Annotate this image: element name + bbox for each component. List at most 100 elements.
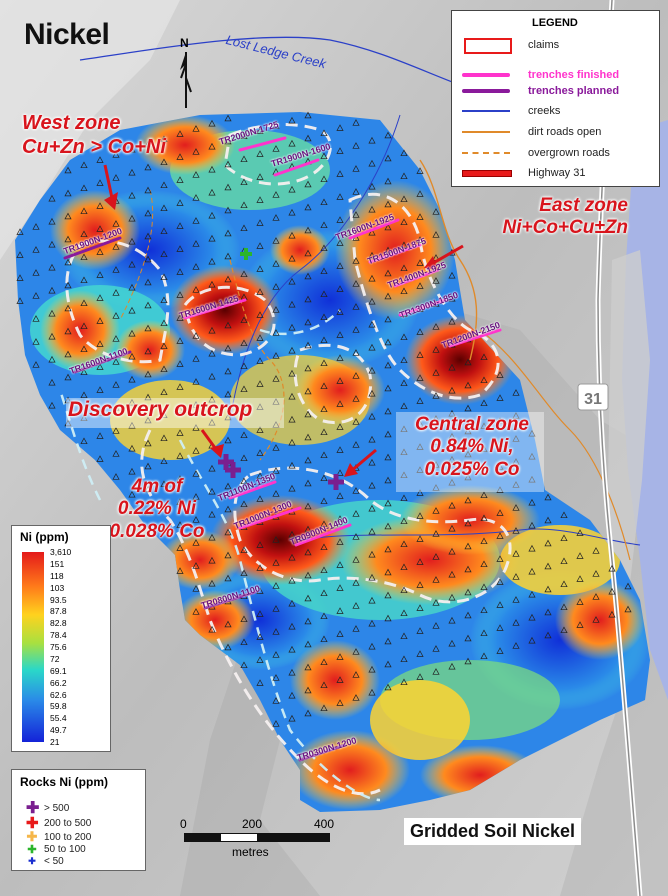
sample-point-icon	[560, 626, 568, 634]
sample-point-icon	[576, 621, 584, 628]
sample-point-icon	[304, 709, 312, 717]
sample-point-icon	[144, 209, 152, 217]
sample-point-icon	[416, 466, 424, 473]
sample-point-icon	[304, 364, 312, 372]
sample-point-icon	[144, 324, 152, 332]
sample-point-icon	[176, 429, 184, 436]
ni-scale-value: 49.7	[50, 725, 67, 736]
sample-point-icon	[480, 376, 488, 384]
sample-point-icon	[96, 409, 104, 416]
sample-point-icon	[272, 559, 280, 566]
sample-point-icon	[320, 290, 328, 298]
sample-point-icon	[544, 585, 552, 593]
sample-point-icon	[384, 154, 392, 162]
sample-point-icon	[592, 570, 600, 577]
sample-point-icon	[288, 392, 296, 400]
sample-point-icon	[352, 694, 360, 701]
orange-dashed-line-icon	[460, 146, 512, 160]
sample-point-icon	[592, 547, 600, 554]
sample-point-icon	[400, 172, 408, 180]
sample-point-icon	[192, 125, 200, 132]
sample-point-icon	[240, 500, 248, 508]
sample-point-icon	[496, 440, 504, 447]
sample-point-icon	[128, 191, 136, 199]
sample-point-icon	[368, 366, 376, 374]
sample-point-icon	[352, 372, 360, 379]
sample-point-icon	[368, 412, 376, 420]
soil-sample-points	[16, 111, 632, 727]
sample-point-icon	[80, 161, 88, 169]
sample-point-icon	[176, 153, 184, 160]
sample-point-icon	[480, 445, 488, 453]
sample-point-icon	[320, 428, 328, 436]
sample-point-icon	[416, 673, 424, 680]
sample-point-icon	[400, 632, 408, 640]
sample-point-icon	[112, 151, 120, 158]
sample-point-icon	[160, 204, 168, 212]
sample-point-icon	[320, 635, 328, 643]
sample-point-icon	[208, 625, 216, 633]
sample-point-icon	[336, 630, 344, 637]
annotation-arrows	[103, 164, 464, 477]
sample-point-icon	[224, 344, 232, 352]
sample-point-icon	[544, 562, 552, 570]
sample-point-icon	[128, 260, 136, 268]
sample-point-icon	[112, 427, 120, 434]
sample-point-icon	[416, 627, 424, 634]
sample-point-icon	[368, 182, 376, 190]
sample-point-icon	[288, 369, 296, 377]
sample-point-icon	[112, 381, 120, 388]
sample-point-icon	[80, 184, 88, 192]
sample-point-icon	[208, 234, 216, 242]
sample-point-icon	[80, 207, 88, 215]
blue-line-icon	[460, 104, 512, 118]
sample-point-icon	[368, 228, 376, 236]
sample-point-icon	[240, 431, 248, 439]
sample-point-icon	[304, 686, 312, 694]
sample-point-icon	[112, 312, 120, 319]
ni-scale-value: 3,610	[50, 547, 72, 557]
sample-point-icon	[272, 237, 280, 244]
sample-point-icon	[448, 271, 456, 279]
sample-point-icon	[256, 219, 264, 226]
sample-point-icon	[352, 349, 360, 356]
sample-point-icon	[544, 516, 552, 524]
sample-point-icon	[80, 230, 88, 238]
sample-point-icon	[336, 193, 344, 200]
ni-scale-value: 62.6	[50, 689, 67, 700]
sample-point-icon	[352, 533, 360, 540]
sample-point-icon	[112, 266, 120, 273]
sample-point-icon	[320, 382, 328, 390]
sample-point-icon	[224, 206, 232, 214]
sample-point-icon	[256, 587, 264, 594]
sample-point-icon	[320, 497, 328, 505]
map-legend: LEGEND claims trenches finished trenches…	[451, 10, 660, 187]
sample-point-icon	[32, 338, 40, 345]
sample-point-icon	[416, 190, 424, 197]
sample-point-icon	[416, 512, 424, 519]
sample-point-icon	[256, 449, 264, 456]
sample-point-icon	[256, 357, 264, 364]
sample-point-icon	[320, 451, 328, 459]
sample-point-icon	[288, 461, 296, 469]
sample-point-icon	[208, 372, 216, 380]
sample-point-icon	[304, 479, 312, 487]
sample-point-icon	[256, 288, 264, 295]
sample-point-icon	[368, 688, 376, 696]
sample-point-icon	[288, 530, 296, 538]
sample-point-icon	[384, 591, 392, 599]
plus-icon: ✚	[26, 800, 40, 817]
sample-point-icon	[400, 448, 408, 456]
sample-point-icon	[80, 253, 88, 261]
sample-point-icon	[192, 493, 200, 500]
sample-point-icon	[256, 426, 264, 433]
sample-point-icon	[512, 642, 520, 649]
sample-point-icon	[336, 653, 344, 660]
sample-point-icon	[384, 200, 392, 208]
sample-point-icon	[288, 208, 296, 216]
sample-point-icon	[144, 439, 152, 447]
sample-point-icon	[560, 580, 568, 588]
sample-point-icon	[16, 274, 24, 281]
sample-point-icon	[528, 429, 536, 437]
sample-point-icon	[480, 629, 488, 637]
